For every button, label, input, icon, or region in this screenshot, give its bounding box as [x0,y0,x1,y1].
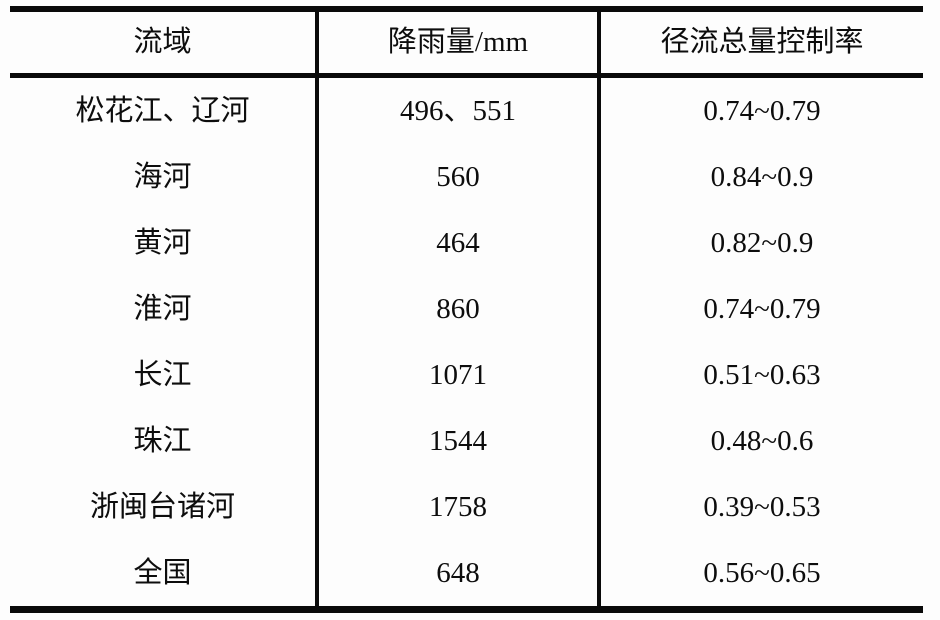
control-rate-cell: 0.74~0.79 [597,276,923,342]
table-row: 长江 1071 0.51~0.63 [10,342,923,408]
basin-cell: 淮河 [133,292,192,325]
table-body: 松花江、辽河 496、551 0.74~0.79 海河 560 0.84~0.9… [10,75,923,610]
table-row: 松花江、辽河 496、551 0.74~0.79 [10,75,923,144]
basin-cell: 黄河 [133,226,192,259]
control-rate-cell: 0.84~0.9 [597,144,923,210]
table-row: 珠江 1544 0.48~0.6 [10,408,923,474]
table-row: 全国 648 0.56~0.65 [10,540,923,610]
control-rate-cell: 0.82~0.9 [597,210,923,276]
control-rate-cell: 0.51~0.63 [597,342,923,408]
rainfall-cell: 1758 [315,474,599,540]
control-rate-cell: 0.74~0.79 [597,75,923,144]
header-row: 流域 降雨量/mm 径流总量控制率 [10,9,923,78]
rainfall-cell: 496、551 [315,75,599,144]
table-row: 黄河 464 0.82~0.9 [10,210,923,276]
basin-cell: 海河 [133,160,192,193]
col-header-rainfall: 降雨量/mm [315,9,599,78]
basin-cell: 全国 [133,556,192,589]
rainfall-cell: 648 [315,540,599,610]
col-header-basin: 流域 [10,9,317,78]
basin-cell: 珠江 [133,424,192,457]
table-row: 浙闽台诸河 1758 0.39~0.53 [10,474,923,540]
rainfall-cell: 860 [315,276,599,342]
rainfall-cell: 464 [315,210,599,276]
rainfall-cell: 1071 [315,342,599,408]
basin-cell: 长江 [133,358,192,391]
rainfall-cell: 560 [315,144,599,210]
col-header-runoff-control-rate: 径流总量控制率 [597,9,923,78]
table-row: 海河 560 0.84~0.9 [10,144,923,210]
basin-cell: 松花江、辽河 [75,94,250,127]
control-rate-cell: 0.48~0.6 [597,408,923,474]
control-rate-cell: 0.56~0.65 [597,540,923,610]
table-row: 淮河 860 0.74~0.79 [10,276,923,342]
basin-cell: 浙闽台诸河 [89,490,235,523]
control-rate-cell: 0.39~0.53 [597,474,923,540]
runoff-control-rate-table: 流域 降雨量/mm 径流总量控制率 松花江、辽河 496、551 0.74~0.… [10,6,923,613]
rainfall-cell: 1544 [315,408,599,474]
